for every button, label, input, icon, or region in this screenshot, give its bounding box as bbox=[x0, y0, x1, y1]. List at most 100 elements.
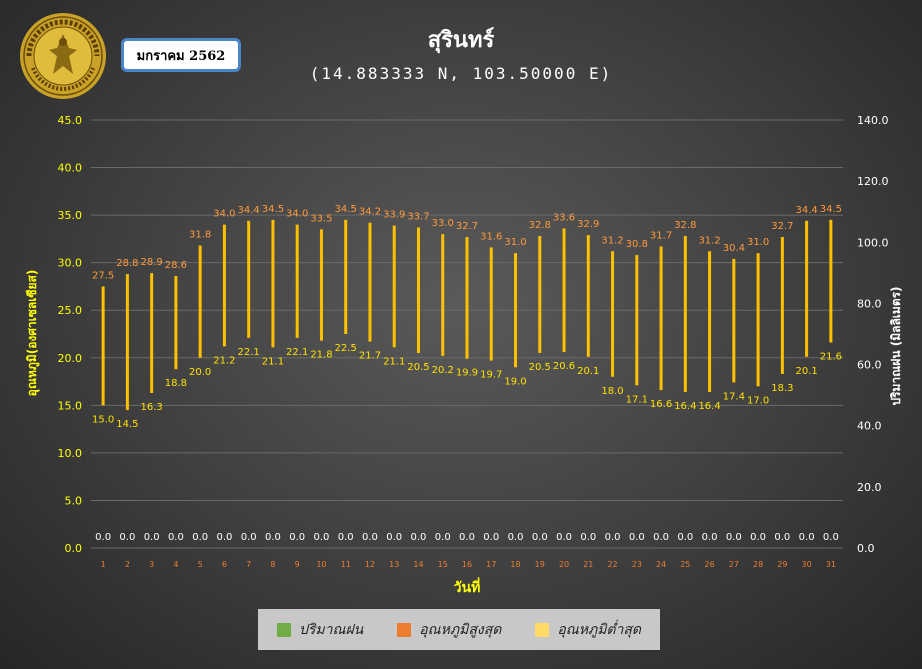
y-tick-label: 45.0 bbox=[58, 114, 83, 127]
temp-range-bar bbox=[465, 236, 469, 359]
tmin-data-label: 17.0 bbox=[747, 395, 769, 406]
rain-data-label: 0.0 bbox=[483, 532, 499, 543]
rain-data-label: 0.0 bbox=[726, 532, 742, 543]
tmin-data-label: 17.4 bbox=[723, 392, 745, 403]
tmin-data-label: 18.8 bbox=[165, 378, 187, 389]
rain-data-label: 0.0 bbox=[459, 532, 475, 543]
tmin-data-label: 16.6 bbox=[650, 399, 672, 410]
tmax-data-label: 31.8 bbox=[189, 230, 211, 241]
tmax-data-label: 32.9 bbox=[577, 219, 599, 230]
x-tick-label: 4 bbox=[173, 560, 178, 569]
tmax-data-label: 31.2 bbox=[601, 235, 623, 246]
tmin-data-label: 21.2 bbox=[213, 355, 235, 366]
legend-label-tmax: อุณหภูมิสูงสุด bbox=[419, 621, 502, 638]
tmin-data-label: 20.5 bbox=[407, 362, 429, 373]
tmin-data-label: 19.9 bbox=[456, 368, 478, 379]
tmin-data-label: 22.1 bbox=[286, 347, 308, 358]
temp-range-bar bbox=[586, 235, 590, 357]
tmax-data-label: 34.2 bbox=[359, 207, 381, 218]
rain-data-label: 0.0 bbox=[750, 532, 766, 543]
rain-data-label: 0.0 bbox=[823, 532, 839, 543]
temp-range-bar bbox=[635, 255, 639, 386]
tmin-data-label: 20.2 bbox=[432, 365, 454, 376]
temp-range-bar bbox=[344, 219, 348, 334]
y-tick-label: 0.0 bbox=[65, 542, 83, 555]
tmin-data-label: 14.5 bbox=[116, 419, 138, 430]
x-tick-label: 28 bbox=[753, 560, 763, 569]
tmax-data-label: 34.5 bbox=[335, 204, 357, 215]
tmin-data-label: 19.0 bbox=[504, 376, 526, 387]
temp-range-bar bbox=[659, 246, 663, 391]
rain-data-label: 0.0 bbox=[677, 532, 693, 543]
tmax-data-label: 34.0 bbox=[286, 209, 308, 220]
temp-range-bar bbox=[683, 236, 687, 393]
temp-range-bar bbox=[441, 234, 445, 356]
tmax-data-label: 34.5 bbox=[820, 204, 842, 215]
rain-data-label: 0.0 bbox=[435, 532, 451, 543]
tmax-data-label: 34.5 bbox=[262, 204, 284, 215]
tmax-data-label: 33.6 bbox=[553, 212, 575, 223]
chart-subtitle: (14.883333 N, 103.50000 E) bbox=[309, 64, 613, 83]
x-tick-label: 17 bbox=[486, 560, 496, 569]
tmin-data-label: 18.0 bbox=[601, 386, 623, 397]
legend-label-tmin: อุณหภูมิต่ำสุด bbox=[557, 621, 642, 638]
x-tick-label: 27 bbox=[729, 560, 739, 569]
x-tick-label: 13 bbox=[389, 560, 399, 569]
legend-swatch-rain bbox=[276, 622, 291, 637]
temp-range-bar bbox=[538, 236, 542, 354]
rain-data-label: 0.0 bbox=[338, 532, 354, 543]
rain-data-label: 0.0 bbox=[411, 532, 427, 543]
rain-data-label: 0.0 bbox=[653, 532, 669, 543]
x-tick-label: 6 bbox=[222, 560, 227, 569]
legend-item-tmin: อุณหภูมิต่ำสุด bbox=[535, 619, 641, 641]
temp-range-bar bbox=[125, 274, 129, 411]
tmin-data-label: 16.4 bbox=[674, 401, 696, 412]
y-tick-label: 10.0 bbox=[58, 447, 83, 460]
tmin-data-label: 16.3 bbox=[141, 402, 163, 413]
tmin-data-label: 20.6 bbox=[553, 361, 575, 372]
chart-title: สุรินทร์ bbox=[427, 28, 495, 53]
y-tick-label: 35.0 bbox=[58, 209, 83, 222]
rain-data-label: 0.0 bbox=[532, 532, 548, 543]
y-tick-label: 40.0 bbox=[58, 162, 83, 175]
x-tick-label: 15 bbox=[438, 560, 448, 569]
tmin-data-label: 21.7 bbox=[359, 351, 381, 362]
tmin-data-label: 22.1 bbox=[238, 347, 260, 358]
x-tick-label: 7 bbox=[246, 560, 251, 569]
temp-range-bar bbox=[101, 286, 105, 406]
x-tick-label: 16 bbox=[462, 560, 472, 569]
rain-data-label: 0.0 bbox=[95, 532, 111, 543]
chart-legend: ปริมาณฝน อุณหภูมิสูงสุด อุณหภูมิต่ำสุด bbox=[258, 609, 660, 650]
legend-label-rain: ปริมาณฝน bbox=[298, 621, 364, 638]
tmax-data-label: 28.9 bbox=[141, 257, 163, 268]
y-tick-label: 15.0 bbox=[58, 399, 83, 412]
legend-swatch-tmax bbox=[397, 622, 412, 637]
rain-data-label: 0.0 bbox=[799, 532, 815, 543]
x-tick-label: 31 bbox=[826, 560, 836, 569]
temp-range-bar bbox=[271, 219, 275, 348]
tmax-data-label: 34.4 bbox=[795, 205, 817, 216]
tmin-data-label: 16.4 bbox=[698, 401, 720, 412]
temp-range-bar bbox=[150, 273, 154, 393]
tmax-data-label: 32.7 bbox=[771, 221, 793, 232]
tmax-data-label: 33.7 bbox=[407, 211, 429, 222]
rain-data-label: 0.0 bbox=[313, 532, 329, 543]
temp-range-bar bbox=[392, 225, 396, 348]
tmin-data-label: 19.7 bbox=[480, 370, 502, 381]
temp-range-bar bbox=[489, 247, 493, 361]
tmin-data-label: 20.1 bbox=[795, 366, 817, 377]
y-tick-label: 20.0 bbox=[58, 352, 83, 365]
tmax-data-label: 30.4 bbox=[723, 243, 745, 254]
rain-data-label: 0.0 bbox=[144, 532, 160, 543]
rain-data-label: 0.0 bbox=[289, 532, 305, 543]
rain-data-label: 0.0 bbox=[774, 532, 790, 543]
rain-data-label: 0.0 bbox=[216, 532, 232, 543]
temp-range-bar bbox=[611, 251, 615, 377]
temp-range-bar bbox=[319, 229, 323, 341]
tmax-data-label: 33.5 bbox=[310, 213, 332, 224]
rain-data-label: 0.0 bbox=[241, 532, 257, 543]
tmax-data-label: 32.8 bbox=[529, 220, 551, 231]
temp-range-bar bbox=[174, 275, 178, 370]
tmax-data-label: 34.4 bbox=[238, 205, 260, 216]
